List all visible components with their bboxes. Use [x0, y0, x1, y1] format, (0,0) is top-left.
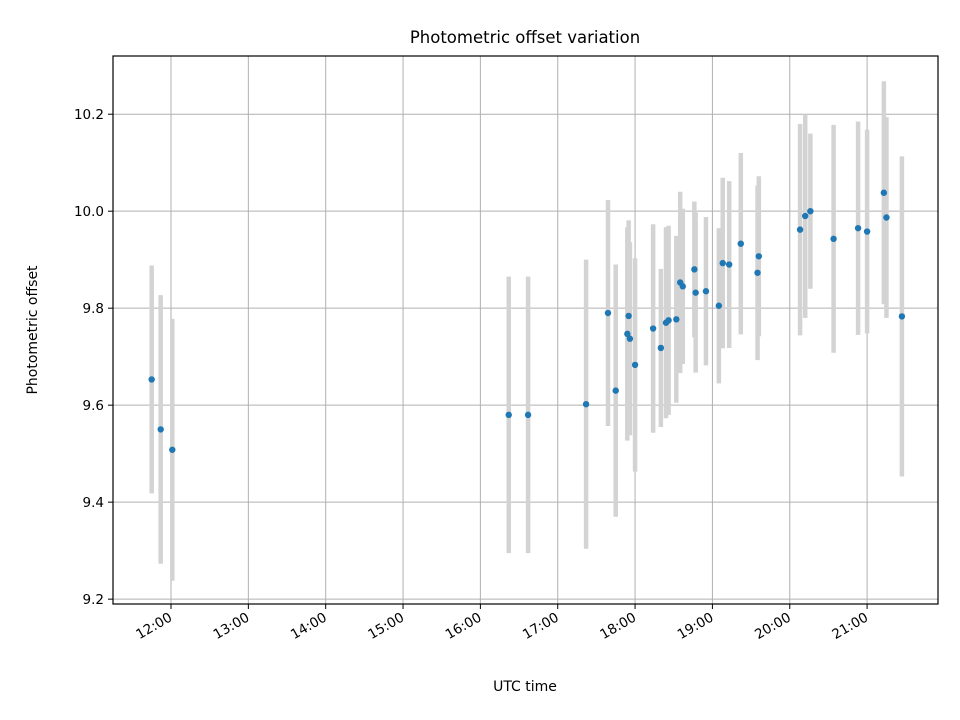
data-point	[657, 344, 665, 352]
y-tick-label: 9.4	[83, 495, 104, 511]
y-tick-label: 9.8	[83, 301, 104, 317]
data-point	[157, 426, 164, 433]
data-point	[702, 288, 710, 295]
data-point	[604, 309, 612, 317]
data-point	[854, 224, 862, 232]
data-point	[719, 259, 726, 267]
data-point	[631, 361, 639, 369]
data-point	[665, 317, 672, 324]
data-points	[148, 189, 906, 453]
y-tick-label: 10.0	[74, 204, 104, 220]
data-point	[679, 283, 686, 290]
data-point	[626, 335, 634, 342]
plot-frame	[112, 55, 939, 605]
y-tick-label: 9.2	[83, 592, 104, 608]
x-tick-label: 17:00	[520, 610, 562, 643]
data-point	[880, 189, 888, 196]
x-tick-label: 15:00	[365, 610, 407, 643]
y-axis-ticks: 9.2 9.4 9.6 9.8 10.0 10.2	[74, 107, 113, 608]
data-point	[505, 411, 512, 419]
data-point	[625, 312, 632, 320]
x-axis-label: UTC time	[493, 679, 557, 695]
data-point	[755, 253, 763, 260]
data-point	[802, 212, 809, 220]
x-tick-label: 21:00	[829, 610, 871, 643]
x-tick-label: 18:00	[597, 610, 639, 643]
data-point	[737, 240, 744, 247]
data-point	[725, 261, 733, 268]
data-point	[754, 269, 761, 276]
data-point	[612, 387, 619, 394]
data-point	[624, 330, 631, 338]
x-tick-label: 13:00	[211, 610, 253, 643]
data-point	[863, 228, 871, 235]
data-point	[673, 316, 680, 323]
x-axis-ticks: 12:00 13:00 14:00 15:00 16:00 17:00 18:00 19:00…	[133, 604, 871, 643]
data-point	[692, 289, 699, 296]
data-point	[524, 411, 532, 419]
x-tick-label: 20:00	[752, 610, 794, 643]
x-tick-label: 16:00	[443, 610, 485, 643]
data-point	[582, 400, 590, 408]
chart-title: Photometric offset variation	[410, 28, 640, 47]
x-tick-label: 14:00	[288, 610, 330, 643]
data-point	[807, 207, 814, 215]
data-point	[148, 376, 155, 383]
y-tick-label: 10.2	[74, 107, 104, 123]
data-point	[169, 446, 176, 453]
data-point	[883, 214, 890, 221]
data-point	[898, 313, 906, 320]
data-point	[796, 226, 804, 233]
x-tick-label: 19:00	[675, 610, 717, 643]
grid-lines	[113, 56, 938, 604]
data-point	[649, 325, 657, 332]
x-tick-label: 12:00	[133, 610, 175, 643]
data-point	[691, 266, 698, 273]
y-axis-label: Photometric offset	[25, 265, 41, 395]
y-tick-label: 9.6	[83, 398, 104, 414]
data-point	[715, 302, 723, 309]
data-point	[830, 235, 837, 243]
